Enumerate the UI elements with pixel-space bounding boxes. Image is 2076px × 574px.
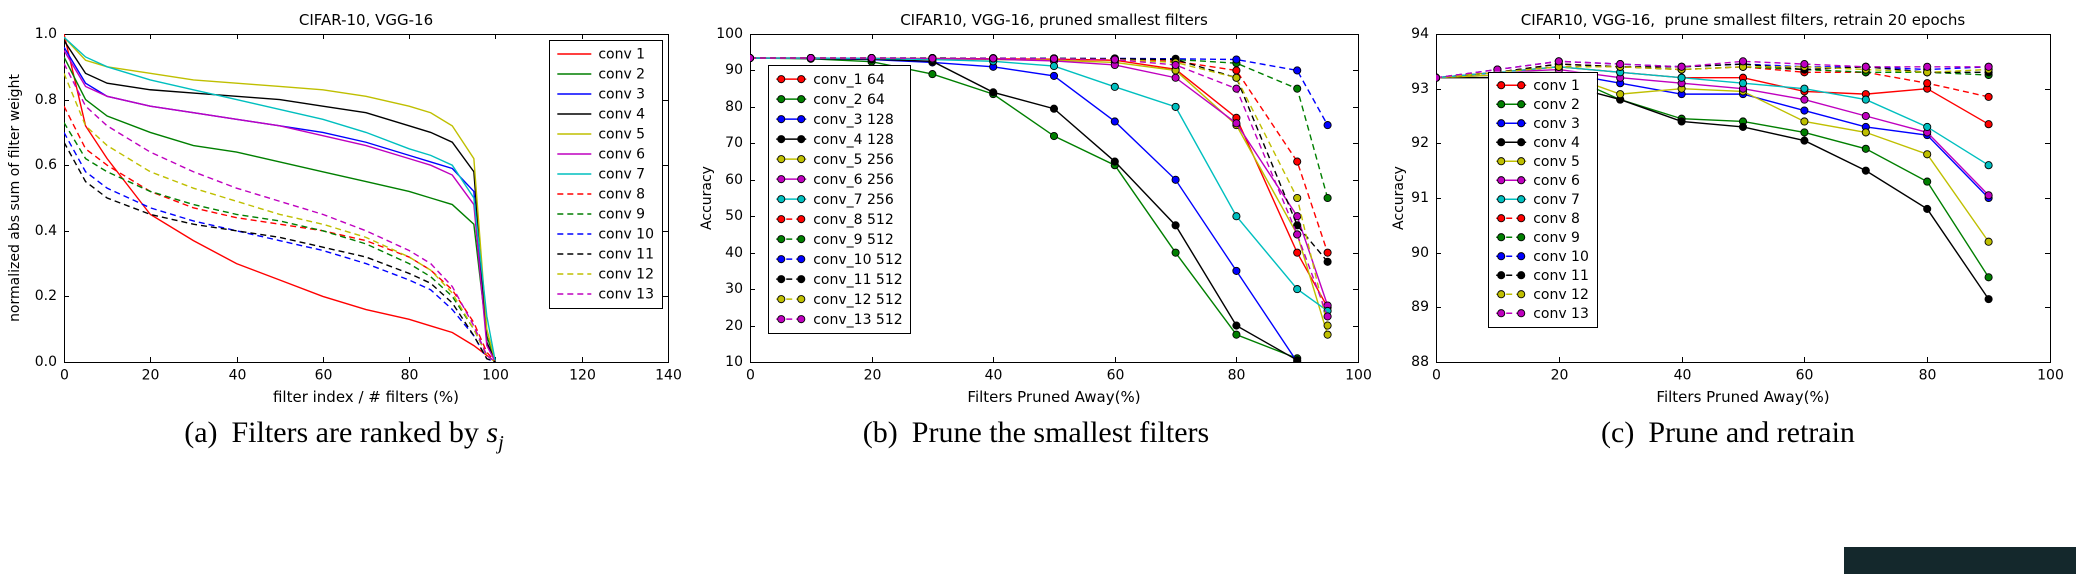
caption-a: (a) Filters are ranked by sj	[184, 416, 504, 455]
chart-a-canvas	[6, 4, 682, 412]
caption-c: (c) Prune and retrain	[1601, 416, 1855, 450]
caption-b-index: (b)	[862, 416, 898, 449]
figure-b: (b) Prune the smallest filters	[698, 4, 1374, 450]
caption-b-text: Prune the smallest filters	[911, 416, 1210, 449]
chart-b-canvas	[698, 4, 1374, 412]
caption-c-text: Prune and retrain	[1648, 416, 1855, 449]
figure-a: (a) Filters are ranked by sj	[6, 4, 682, 455]
caption-c-index: (c)	[1601, 416, 1635, 449]
caption-a-text: Filters are ranked by	[231, 416, 487, 449]
chart-c-canvas	[1390, 4, 2066, 412]
caption-a-index: (a)	[184, 416, 218, 449]
bottom-right-artifact	[1844, 547, 2076, 574]
figures-container: (a) Filters are ranked by sj (b) Prune the…	[6, 4, 2066, 455]
caption-b: (b) Prune the smallest filters	[863, 416, 1209, 450]
figure-c: (c) Prune and retrain	[1390, 4, 2066, 450]
caption-a-math: sj	[486, 416, 504, 454]
